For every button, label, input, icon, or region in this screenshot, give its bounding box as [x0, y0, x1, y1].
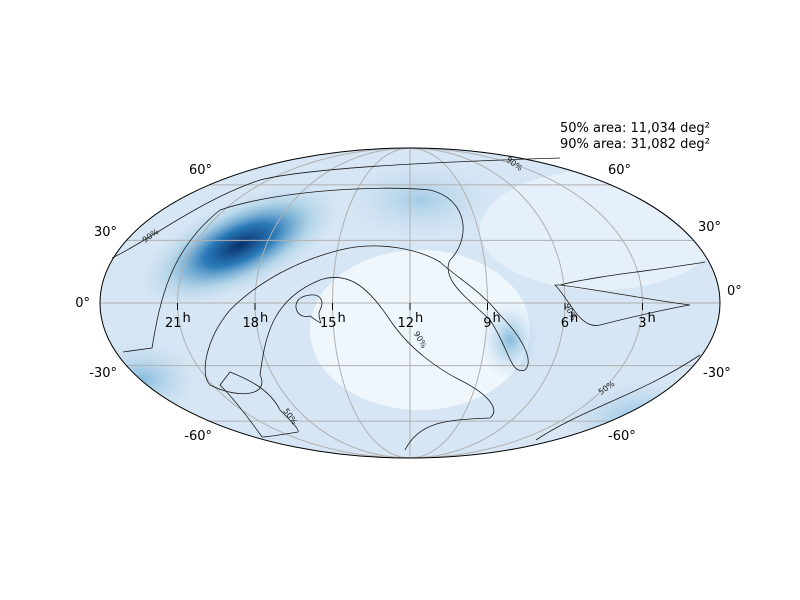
ra-label: 9 — [483, 316, 491, 331]
ra-labels: 21 h 18 h 15 h 12 h 9 h 6 h 3 h — [165, 303, 656, 331]
lat-label: 60° — [608, 163, 631, 178]
lat-label: -60° — [184, 429, 212, 444]
ra-label: 12 — [397, 316, 414, 331]
lat-label: 30° — [94, 225, 117, 240]
area-annotation: 50% area: 11,034 deg² — [560, 121, 710, 136]
lat-label: -30° — [703, 366, 731, 381]
lat-label: 60° — [189, 163, 212, 178]
contour-90 — [111, 157, 561, 259]
contour-50 — [295, 294, 323, 324]
ra-label: 18 — [242, 316, 259, 331]
ra-unit: h — [648, 311, 656, 326]
ra-label: 3 — [638, 316, 646, 331]
contour-50 — [219, 371, 299, 438]
ra-unit: h — [415, 311, 423, 326]
ra-unit: h — [260, 311, 268, 326]
ra-unit: h — [493, 311, 501, 326]
lat-label: 30° — [698, 220, 721, 235]
lat-label: 0° — [75, 296, 90, 311]
lat-label: -60° — [608, 429, 636, 444]
ra-label: 6 — [561, 316, 569, 331]
ra-unit: h — [338, 311, 346, 326]
ra-unit: h — [183, 311, 191, 326]
ra-unit: h — [570, 311, 578, 326]
contour-90 — [554, 261, 706, 326]
contour-90 — [122, 187, 529, 451]
lat-label: -30° — [89, 366, 117, 381]
contours — [111, 157, 706, 451]
area-annotation: 90% area: 31,082 deg² — [560, 137, 710, 152]
lat-label: 0° — [727, 284, 742, 299]
contour-50 — [535, 354, 701, 441]
map-frame — [99, 147, 721, 459]
ra-label: 15 — [320, 316, 337, 331]
ra-label: 21 — [165, 316, 182, 331]
